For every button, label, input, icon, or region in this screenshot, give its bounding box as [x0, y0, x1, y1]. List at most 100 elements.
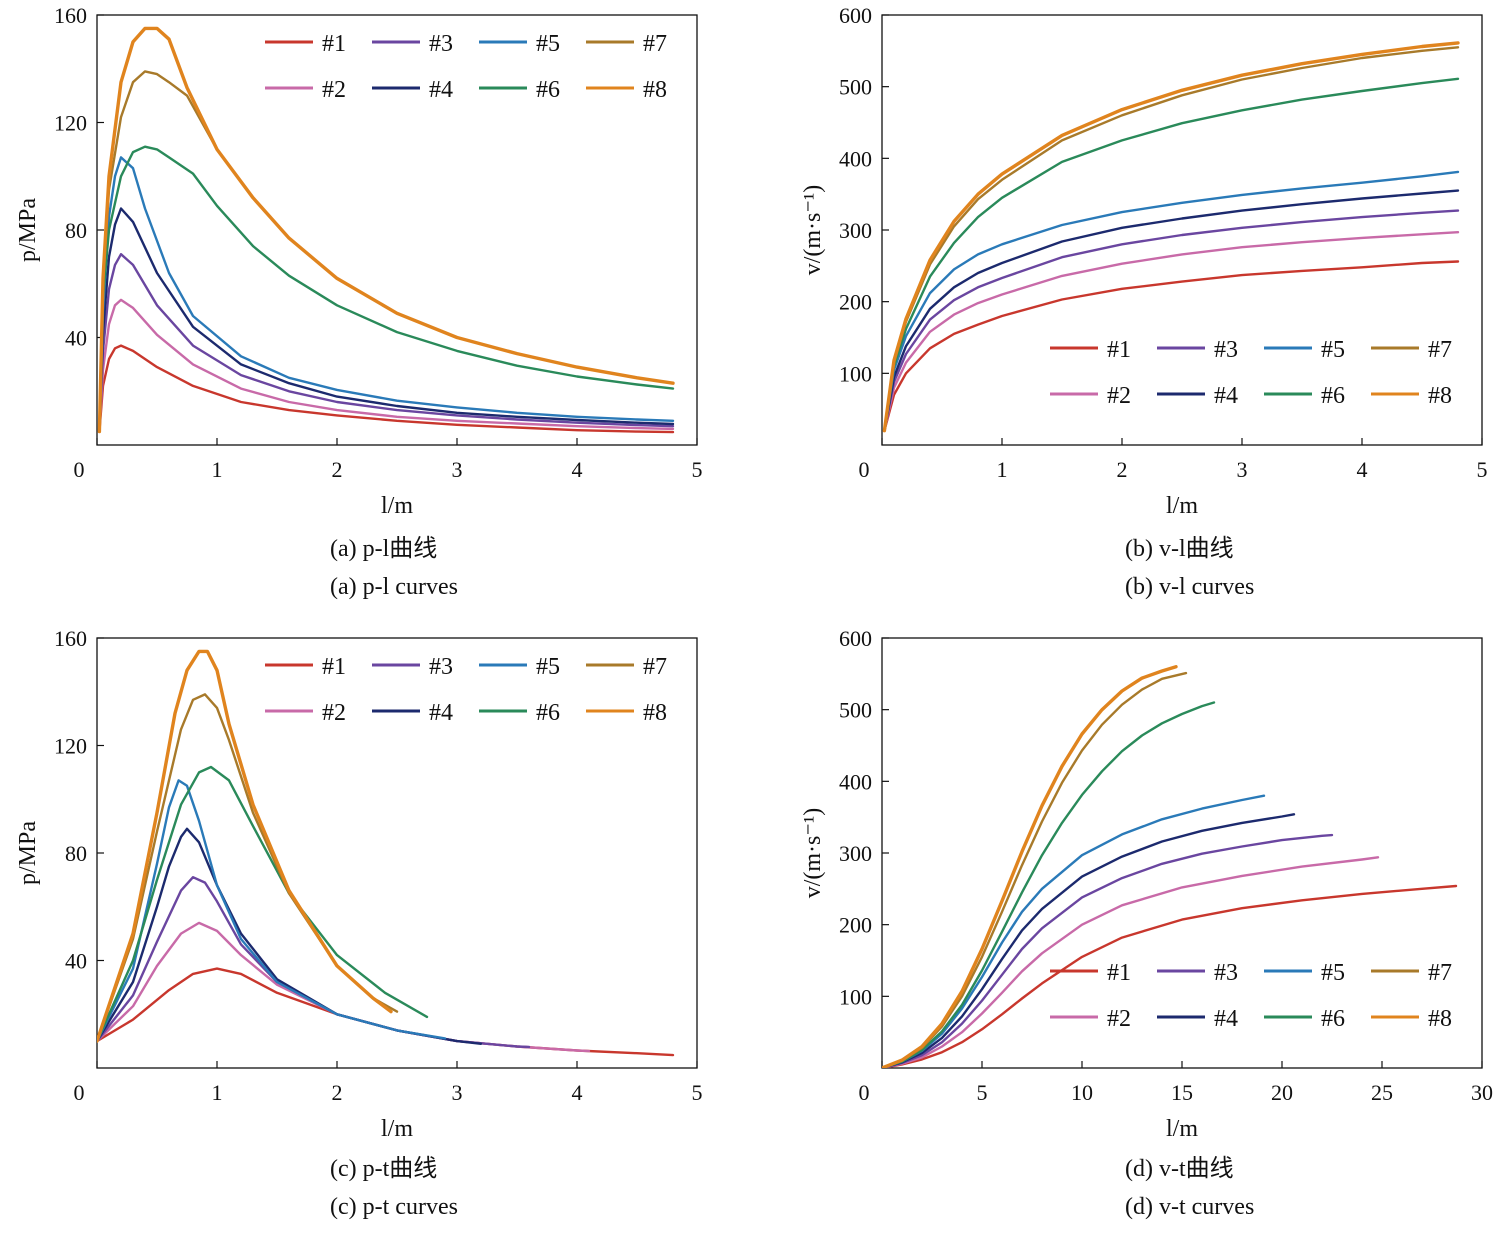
x-tick-label: 20	[1271, 1080, 1293, 1105]
y-tick-label: 500	[839, 698, 872, 723]
caption-a-en: (a) p-l curves	[330, 574, 458, 600]
y-tick-label: 400	[839, 769, 872, 794]
plot-frame	[881, 14, 1483, 446]
x-tick-label: 2	[332, 1080, 343, 1105]
legend-label-n5: #5	[536, 654, 560, 680]
legend-label-n5: #5	[536, 31, 560, 57]
panel-c: 0 1 2 3 4 5 40 80 120 160 l/m p/MPa #1 #3 #5 #7 #2 #4 #6 #8…	[0, 620, 750, 1233]
y-tick-label: 120	[54, 734, 87, 759]
series-line-n3	[98, 253, 675, 433]
x-axis-label: l/m	[1166, 493, 1198, 519]
legend-label-n4: #4	[1214, 1006, 1238, 1032]
series-line-n8	[97, 649, 393, 1043]
x-tick-label: 5	[692, 457, 703, 482]
legend-label-n4: #4	[429, 700, 453, 726]
x-tick-label: 1	[212, 1080, 223, 1105]
x-tick-label: 1	[212, 457, 223, 482]
series-line-n8	[882, 665, 1178, 1068]
y-tick-label: 160	[54, 3, 87, 28]
series-line-n1	[98, 344, 675, 434]
x-tick-label: 25	[1371, 1080, 1393, 1105]
x-tick-label: 3	[452, 1080, 463, 1105]
panel-b: 0 1 2 3 4 5 100 200 300 400 500 600 l/m v/(m·s⁻¹) #1 #3…	[750, 0, 1500, 613]
legend-label-n1: #1	[1107, 337, 1131, 363]
x-tick-label: 2	[332, 457, 343, 482]
x-tick-label: 4	[572, 1080, 583, 1105]
y-tick-label: 400	[839, 146, 872, 171]
series-line-n3	[97, 876, 531, 1049]
legend-label-n5: #5	[1321, 960, 1345, 986]
y-tick-label: 120	[54, 111, 87, 136]
series-line-n7	[883, 46, 1460, 432]
y-tick-label: 300	[839, 218, 872, 243]
plot-frame	[96, 637, 698, 1069]
caption-a-cn: (a) p-l曲线	[330, 536, 438, 562]
x-tick-label: 1	[997, 457, 1008, 482]
chart-b: 0 1 2 3 4 5 100 200 300 400 500 600 l/m v/(m·s⁻¹) #1 #3…	[800, 3, 1488, 519]
chart-c: 0 1 2 3 4 5 40 80 120 160 l/m p/MPa #1 #3 #5 #7 #2 #4 #6 #8	[15, 626, 703, 1142]
series-line-n3	[882, 833, 1334, 1068]
legend-label-n7: #7	[1428, 337, 1452, 363]
caption-c-en: (c) p-t curves	[330, 1194, 458, 1220]
chart-d: 0 5 10 15 20 25 30 100 200 300 400 500 600 l/m v/(m·s⁻…	[800, 626, 1493, 1142]
series-line-n5	[98, 156, 675, 433]
legend-label-n7: #7	[643, 31, 667, 57]
x-tick-label: 3	[452, 457, 463, 482]
y-tick-label: 40	[65, 326, 87, 351]
legend-label-n6: #6	[536, 77, 560, 103]
series-line-n1	[97, 967, 675, 1057]
y-tick-label: 200	[839, 913, 872, 938]
y-axis-label: v/(m·s⁻¹)	[800, 808, 826, 899]
x-tick-label: 5	[977, 1080, 988, 1105]
x-tick-label: 3	[1237, 457, 1248, 482]
series-line-n2	[883, 231, 1460, 432]
legend-label-n6: #6	[536, 700, 560, 726]
chart-a: 0 1 2 3 4 5 40 80 120 160 l/m p/MPa #1 #3 #5 #7 #2 #4 #6 #8	[15, 3, 703, 519]
legend-label-n2: #2	[1107, 383, 1131, 409]
series-line-n2	[97, 921, 591, 1053]
series-line-n8	[97, 26, 675, 434]
series-line-n1	[883, 260, 1460, 432]
x-tick-label: 0	[74, 1080, 85, 1105]
legend-label-n3: #3	[1214, 960, 1238, 986]
series-line-n4	[882, 813, 1296, 1068]
caption-d-cn: (d) v-t曲线	[1125, 1156, 1234, 1182]
y-tick-label: 200	[839, 290, 872, 315]
legend-label-n1: #1	[322, 654, 346, 680]
legend-label-n8: #8	[1428, 1006, 1452, 1032]
legend-label-n8: #8	[643, 77, 667, 103]
legend-label-n2: #2	[322, 700, 346, 726]
x-tick-label: 15	[1171, 1080, 1193, 1105]
series-line-n8	[882, 41, 1460, 433]
series-line-n6	[882, 701, 1216, 1068]
x-tick-label: 5	[692, 1080, 703, 1105]
legend-label-n4: #4	[429, 77, 453, 103]
series-line-n4	[97, 827, 483, 1045]
legend-label-n8: #8	[643, 700, 667, 726]
series-line-n6	[98, 145, 675, 433]
y-tick-label: 80	[65, 218, 87, 243]
series-line-n4	[883, 189, 1460, 432]
x-tick-label: 0	[859, 1080, 870, 1105]
x-axis-label: l/m	[381, 493, 413, 519]
x-tick-label: 30	[1471, 1080, 1493, 1105]
x-axis-label: l/m	[1166, 1116, 1198, 1142]
y-axis-label: v/(m·s⁻¹)	[800, 185, 826, 276]
legend-label-n5: #5	[1321, 337, 1345, 363]
x-axis-label: l/m	[381, 1116, 413, 1142]
x-tick-label: 4	[1357, 457, 1368, 482]
x-tick-label: 2	[1117, 457, 1128, 482]
series-line-n5	[97, 779, 447, 1043]
y-tick-label: 100	[839, 984, 872, 1009]
legend-label-n4: #4	[1214, 383, 1238, 409]
legend-label-n3: #3	[429, 654, 453, 680]
y-tick-label: 160	[54, 626, 87, 651]
y-tick-label: 100	[839, 361, 872, 386]
y-tick-label: 80	[65, 841, 87, 866]
series-line-n4	[98, 207, 675, 433]
panel-d: 0 5 10 15 20 25 30 100 200 300 400 500 600 l/m v/(m·s⁻…	[750, 620, 1500, 1233]
caption-c-cn: (c) p-t曲线	[330, 1156, 438, 1182]
x-tick-label: 5	[1477, 457, 1488, 482]
series-line-n2	[882, 856, 1380, 1068]
y-tick-label: 600	[839, 3, 872, 28]
